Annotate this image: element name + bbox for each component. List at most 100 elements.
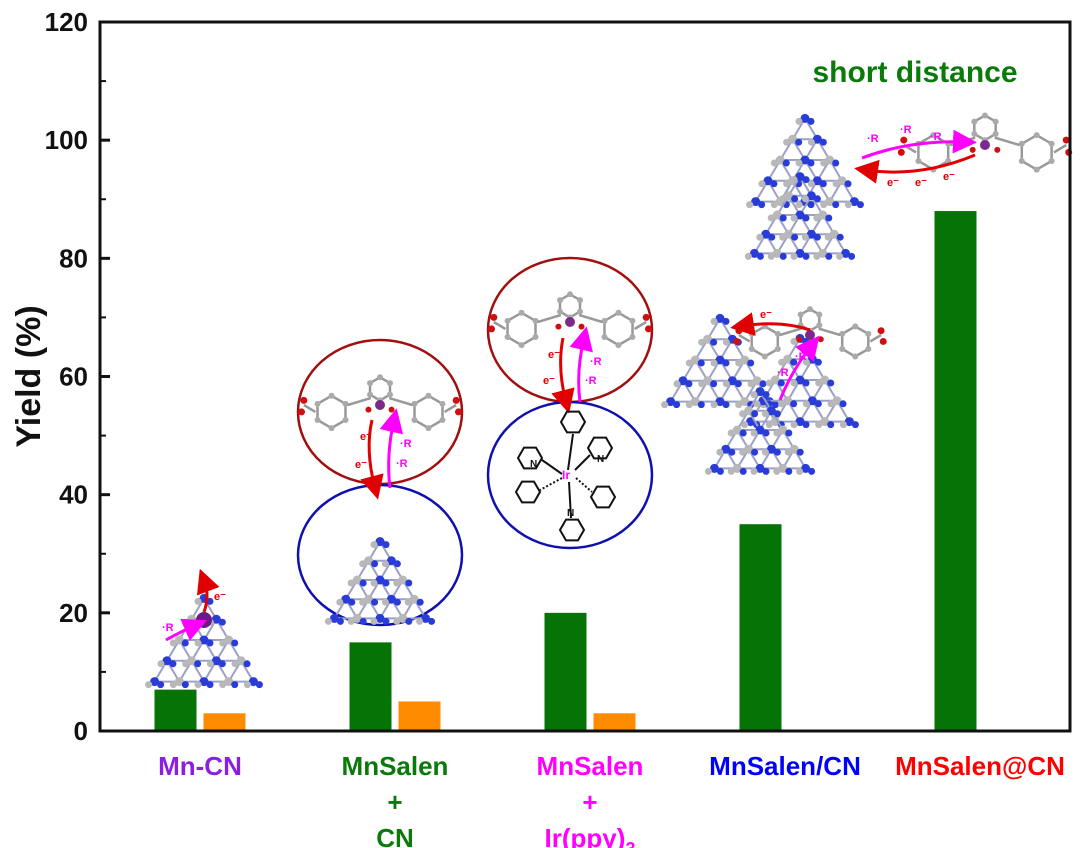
- atom: [773, 467, 781, 475]
- atom: [818, 248, 828, 258]
- category-label: Mn-CN: [158, 751, 242, 781]
- atom: [802, 400, 810, 408]
- bar-s1-c1: [398, 701, 441, 731]
- atom: [710, 317, 718, 325]
- atom: [231, 681, 239, 689]
- atom: [761, 448, 769, 456]
- category-label: MnSalen+Ir(ppy)3: [537, 751, 644, 848]
- atom: [710, 401, 718, 409]
- atom: [813, 214, 821, 222]
- atom: [751, 448, 759, 456]
- atom: [765, 379, 773, 387]
- atom: [728, 448, 736, 456]
- atom: [382, 579, 390, 587]
- atom: [329, 613, 339, 623]
- nitrogen-label: N: [567, 508, 574, 519]
- atom: [174, 677, 184, 687]
- oxygen: [454, 408, 462, 416]
- atom: [744, 252, 752, 260]
- atom: [930, 132, 937, 139]
- atom: [839, 330, 846, 337]
- radical-arrow: [778, 335, 820, 401]
- atom: [194, 597, 202, 605]
- oxygen: [555, 323, 562, 330]
- atom: [827, 421, 835, 429]
- atom: [790, 252, 798, 260]
- bond: [539, 477, 563, 491]
- atom: [837, 176, 847, 186]
- oxygen: [897, 148, 905, 156]
- atom: [710, 380, 718, 388]
- atom: [703, 334, 713, 344]
- electron-label: e⁻: [915, 177, 927, 189]
- atom: [971, 118, 978, 125]
- bar-s1-c2: [593, 713, 636, 731]
- atom: [518, 342, 525, 349]
- atom: [601, 317, 608, 324]
- atom: [722, 338, 730, 346]
- bar-s1-c0: [203, 713, 246, 731]
- bond: [443, 403, 457, 413]
- ring: [840, 324, 870, 358]
- atom: [790, 421, 798, 429]
- atom: [778, 463, 788, 473]
- atom: [370, 541, 378, 549]
- ring: [413, 394, 444, 430]
- atom: [732, 463, 742, 473]
- y-tick-label: 100: [45, 125, 88, 155]
- atom: [722, 359, 730, 367]
- atom: [755, 387, 765, 397]
- oxygen: [733, 337, 741, 345]
- oxygen: [642, 313, 650, 321]
- atom: [735, 401, 743, 409]
- atom: [661, 401, 669, 409]
- atom: [194, 681, 202, 689]
- ring: [558, 292, 582, 319]
- atom: [783, 180, 791, 188]
- atom: [755, 463, 765, 473]
- electron-arrow: [196, 568, 220, 613]
- electron-label: e⁻: [887, 177, 899, 189]
- atom: [314, 400, 321, 407]
- atom: [150, 677, 160, 687]
- atom: [744, 444, 754, 454]
- ring: [506, 311, 537, 347]
- bond: [869, 333, 882, 343]
- atom: [779, 233, 787, 241]
- atom: [801, 463, 811, 473]
- electron-arrow: [854, 153, 976, 184]
- atom: [576, 297, 583, 304]
- atom: [748, 346, 755, 352]
- atom: [773, 448, 781, 456]
- atom: [364, 594, 374, 604]
- y-tick-label: 120: [45, 7, 88, 37]
- oxygen: [644, 325, 652, 333]
- atom: [746, 201, 754, 209]
- electron-label: e⁻: [548, 349, 560, 361]
- scheme-mnsalen-at-cn: ·R ·R ·R e⁻ e⁻ e⁻: [744, 112, 1073, 260]
- atom: [352, 613, 362, 623]
- atom: [747, 380, 755, 388]
- atom: [818, 210, 828, 220]
- atom: [341, 594, 351, 604]
- atom: [795, 117, 803, 125]
- atom: [767, 252, 775, 260]
- category-label: MnSalen/CN: [709, 751, 861, 781]
- atom: [359, 579, 367, 587]
- atom: [795, 417, 805, 427]
- atom: [404, 598, 412, 606]
- atom: [802, 252, 810, 260]
- radical-arrow: [569, 326, 593, 403]
- bar-s0-c4: [934, 211, 977, 732]
- atom: [791, 195, 799, 203]
- bond: [493, 320, 507, 330]
- radical-label: ·R: [590, 356, 602, 368]
- atom: [759, 380, 767, 388]
- atom: [800, 155, 810, 165]
- atom: [758, 180, 766, 188]
- atom: [813, 195, 821, 203]
- atom: [727, 376, 737, 386]
- atom: [732, 425, 742, 435]
- atom: [789, 444, 799, 454]
- atom: [187, 656, 197, 666]
